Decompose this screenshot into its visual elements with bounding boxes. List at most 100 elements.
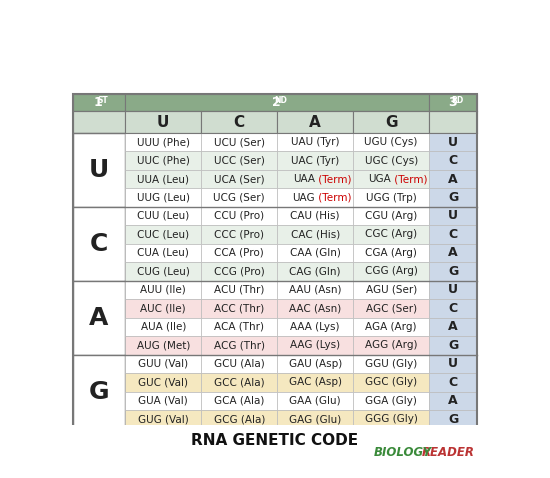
Text: GUA (Val): GUA (Val) [139,396,188,406]
Bar [73,111,125,133]
Bar [429,355,477,373]
Text: READER: READER [422,446,475,459]
Bar [353,299,429,317]
Text: UGC (Cys): UGC (Cys) [365,155,418,165]
Bar [201,207,277,225]
Bar [277,355,353,373]
Text: CUG (Leu): CUG (Leu) [137,266,190,276]
Text: U: U [448,283,458,296]
Text: CUC (Leu): CUC (Leu) [138,229,189,239]
Text: CGU (Arg): CGU (Arg) [365,211,417,221]
Bar [353,244,429,262]
Text: A: A [448,247,458,260]
Text: C: C [449,228,458,241]
Text: CUU (Leu): CUU (Leu) [137,211,189,221]
Bar [277,244,353,262]
Text: C: C [234,115,245,130]
Bar [201,225,277,244]
Text: UAA: UAA [293,174,315,184]
Text: GCA (Ala): GCA (Ala) [214,396,265,406]
Text: ACU (Thr): ACU (Thr) [214,285,265,295]
Bar [353,336,429,355]
Text: GAG (Glu): GAG (Glu) [289,414,342,424]
Text: C: C [90,232,108,256]
Text: UCA (Ser): UCA (Ser) [214,174,265,184]
Text: (Term): (Term) [315,174,351,184]
Text: 2: 2 [272,96,281,109]
Bar [201,152,277,170]
Text: UUU (Phe): UUU (Phe) [137,137,190,147]
Text: AAG (Lys): AAG (Lys) [290,340,340,350]
Bar [353,111,429,133]
Text: AUA (Ile): AUA (Ile) [141,322,186,332]
Bar [429,152,477,170]
Text: 3: 3 [448,96,456,109]
Text: CCC (Pro): CCC (Pro) [214,229,264,239]
Bar [277,262,353,281]
Bar [125,336,201,355]
Bar [125,355,201,373]
Bar [429,336,477,355]
Bar [73,207,125,281]
Bar [429,244,477,262]
Text: GGG (Gly): GGG (Gly) [365,414,417,424]
Bar [125,207,201,225]
Text: AAU (Asn): AAU (Asn) [289,285,342,295]
Text: G: G [448,339,458,352]
Text: AGG (Arg): AGG (Arg) [365,340,417,350]
Text: UUA (Leu): UUA (Leu) [138,174,189,184]
Text: A: A [448,320,458,333]
Bar [277,111,353,133]
Bar [125,299,201,317]
Bar [429,281,477,299]
Bar [429,299,477,317]
Bar [277,391,353,410]
Text: U: U [89,158,109,182]
Bar [353,373,429,391]
Text: G: G [448,265,458,278]
Text: GCC (Ala): GCC (Ala) [214,377,265,387]
Bar [125,170,201,188]
Text: GCG (Ala): GCG (Ala) [213,414,265,424]
Bar [353,188,429,207]
Text: UCG (Ser): UCG (Ser) [213,193,265,203]
Text: RD: RD [451,96,463,105]
Bar [429,170,477,188]
Bar [201,410,277,428]
Bar [73,94,125,111]
Text: AAA (Lys): AAA (Lys) [290,322,340,332]
Text: UAG: UAG [293,193,315,203]
Bar [201,170,277,188]
Text: AGU (Ser): AGU (Ser) [366,285,417,295]
Text: U: U [448,358,458,370]
Bar [277,207,353,225]
Bar [429,111,477,133]
Bar [353,225,429,244]
Text: GAA (Glu): GAA (Glu) [289,396,341,406]
Text: CCA (Pro): CCA (Pro) [214,248,264,258]
Text: CGC (Arg): CGC (Arg) [365,229,417,239]
Bar [277,299,353,317]
Text: UGA: UGA [368,174,391,184]
Text: UAC (Tyr): UAC (Tyr) [291,155,339,165]
Bar [429,188,477,207]
Text: CGG (Arg): CGG (Arg) [365,266,417,276]
Text: G: G [385,115,398,130]
Bar [429,94,477,111]
Bar [429,373,477,391]
Bar [73,133,125,207]
Text: U: U [157,115,169,130]
Text: GGU (Gly): GGU (Gly) [365,359,417,369]
Text: GUU (Val): GUU (Val) [138,359,188,369]
Bar [429,225,477,244]
Bar [277,373,353,391]
Text: ACC (Thr): ACC (Thr) [214,304,265,314]
Bar [73,355,125,428]
Bar [277,152,353,170]
Text: UGU (Cys): UGU (Cys) [365,137,418,147]
Text: C: C [449,154,458,167]
Bar [201,299,277,317]
Bar [277,188,353,207]
Bar [125,317,201,336]
Bar [353,152,429,170]
